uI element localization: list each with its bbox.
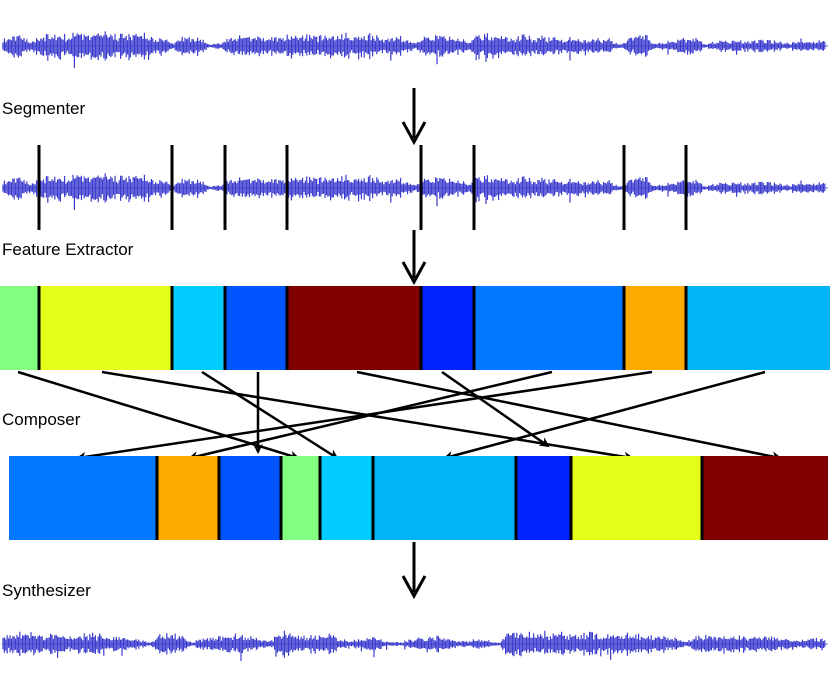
input-waveform <box>2 31 828 68</box>
feature-segment-3 <box>172 286 225 370</box>
feature-segment-9 <box>686 286 830 370</box>
segmented-waveform <box>2 173 828 210</box>
composed-segment-8 <box>571 456 702 540</box>
output-waveform <box>2 630 828 661</box>
composer-label: Composer <box>2 410 81 429</box>
feature-segment-1 <box>0 286 39 370</box>
segment-boundaries <box>37 145 688 230</box>
composed-segment-9 <box>702 456 828 540</box>
waveform-trace <box>2 173 826 210</box>
waveform-trace <box>2 630 826 661</box>
composed-segment-4 <box>281 456 320 540</box>
synthesizer-label: Synthesizer <box>2 581 91 600</box>
composed-segment-1 <box>9 456 157 540</box>
segmenter-arrowhead <box>401 121 427 146</box>
feature-segment-4 <box>225 286 287 370</box>
synthesizer-arrowhead <box>401 575 427 600</box>
reorder-arrow-8 <box>76 370 653 462</box>
feature-segment-7 <box>474 286 624 370</box>
feature-segment-5 <box>287 286 421 370</box>
feature-segment-2 <box>39 286 172 370</box>
composed-segment-bar <box>9 456 828 540</box>
composed-segment-7 <box>516 456 571 540</box>
feature-segment-8 <box>624 286 686 370</box>
reorder-arrow-5 <box>356 370 782 462</box>
reorder-arrow-6 <box>441 370 550 448</box>
feature-extractor-arrowhead <box>401 261 427 286</box>
feature-extractor-label: Feature Extractor <box>2 240 134 259</box>
composed-segment-6 <box>373 456 516 540</box>
composed-segment-3 <box>219 456 281 540</box>
waveform-trace <box>2 31 826 68</box>
feature-segment-6 <box>421 286 474 370</box>
feature-segment-bar <box>0 286 830 370</box>
reorder-arrow-9 <box>443 370 766 461</box>
segmenter-label: Segmenter <box>2 99 86 118</box>
composed-segment-2 <box>157 456 219 540</box>
composer-reorder-arrows <box>17 370 782 462</box>
composed-segment-5 <box>320 456 373 540</box>
reorder-arrow-3 <box>201 370 339 460</box>
